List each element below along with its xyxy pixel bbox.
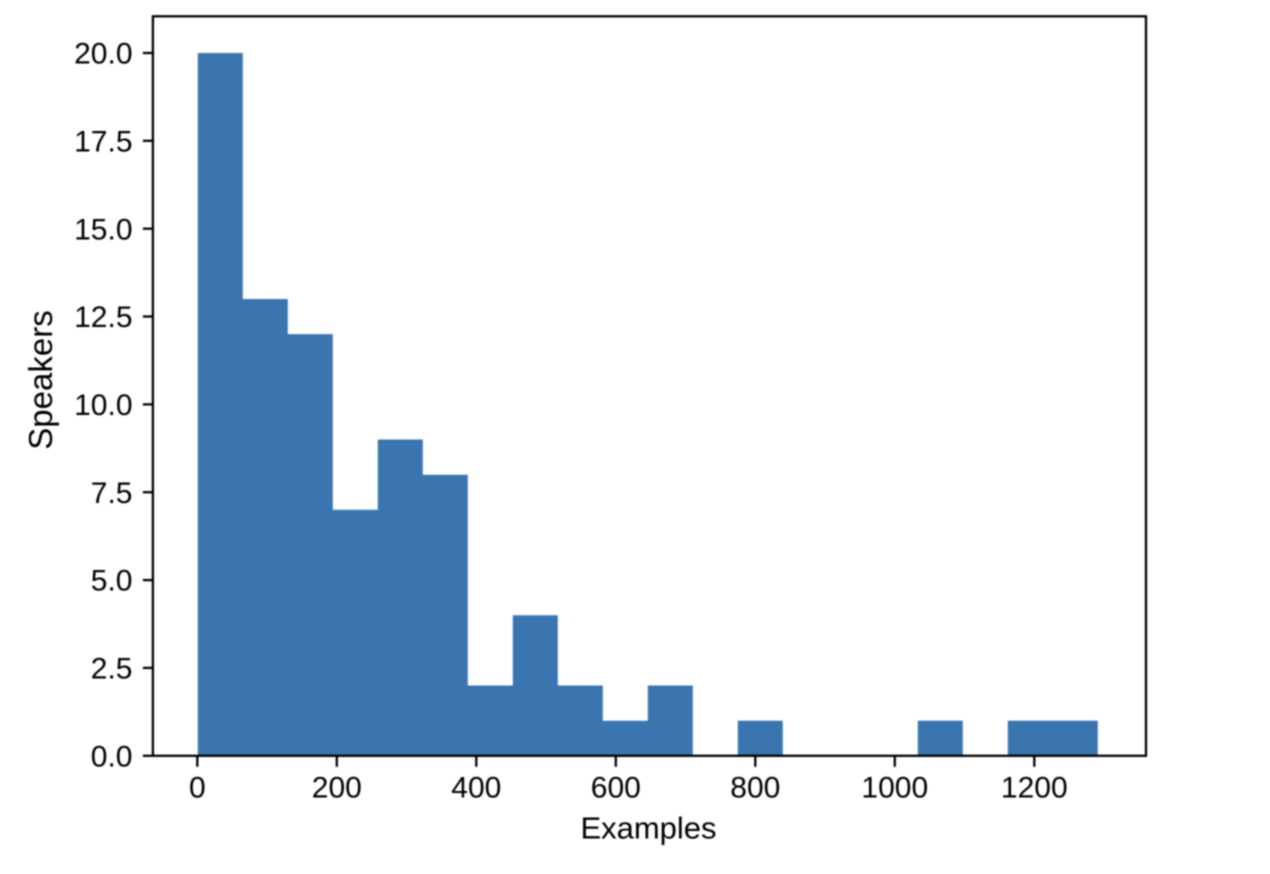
svg-text:200: 200 <box>312 772 362 805</box>
svg-text:0.0: 0.0 <box>91 740 133 773</box>
svg-text:17.5: 17.5 <box>74 125 132 158</box>
svg-text:1200: 1200 <box>1001 772 1068 805</box>
svg-text:12.5: 12.5 <box>74 301 132 334</box>
svg-text:5.0: 5.0 <box>91 565 133 598</box>
svg-text:20.0: 20.0 <box>74 38 132 71</box>
svg-text:0: 0 <box>189 772 206 805</box>
svg-text:400: 400 <box>451 772 501 805</box>
svg-text:Examples: Examples <box>580 811 716 846</box>
svg-text:7.5: 7.5 <box>91 477 133 510</box>
svg-text:15.0: 15.0 <box>74 213 132 246</box>
svg-text:2.5: 2.5 <box>91 653 133 686</box>
svg-text:600: 600 <box>591 772 641 805</box>
svg-text:Speakers: Speakers <box>22 310 59 449</box>
svg-text:1000: 1000 <box>861 772 928 805</box>
svg-text:800: 800 <box>730 772 780 805</box>
svg-text:10.0: 10.0 <box>74 389 132 422</box>
